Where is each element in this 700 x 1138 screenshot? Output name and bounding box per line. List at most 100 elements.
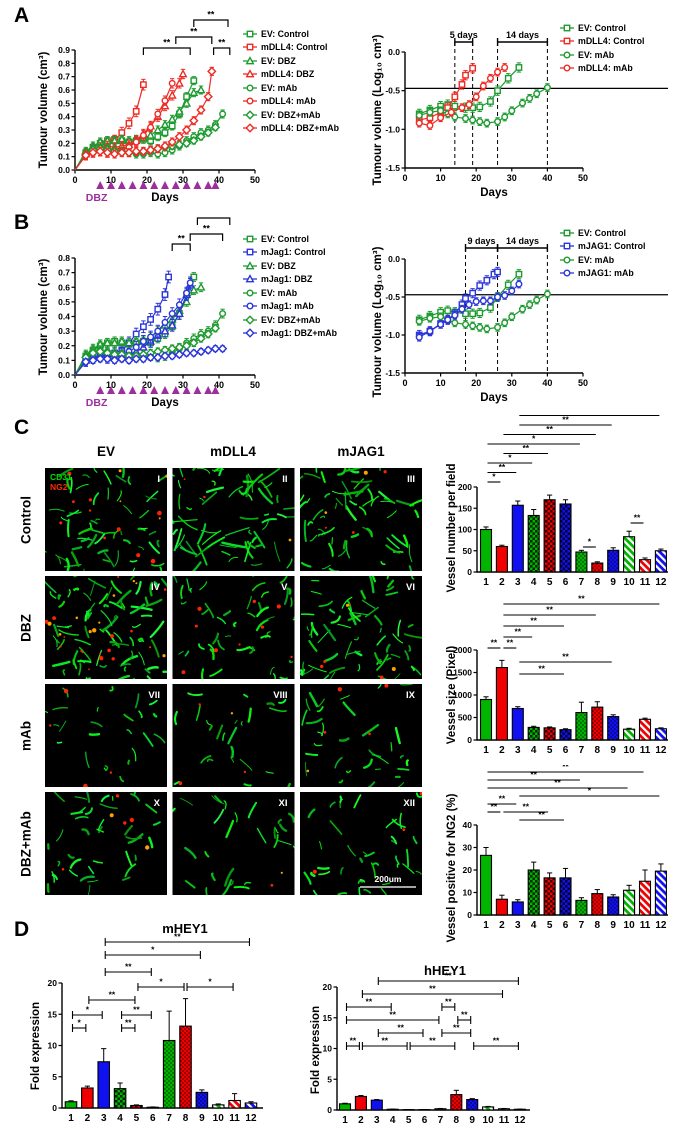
- micro-tile-III: [300, 468, 422, 571]
- legend-item: mJag1: DBZ: [243, 273, 337, 287]
- bar-12: [654, 728, 667, 741]
- significance-label: *: [532, 434, 536, 444]
- row-label-control: Control: [18, 496, 34, 544]
- svg-text:5: 5: [327, 1074, 332, 1084]
- significance-label: **: [562, 415, 569, 425]
- bar-2: [354, 1095, 367, 1111]
- legend-item: EV: DBZ: [243, 54, 339, 68]
- bar-4: [113, 1088, 127, 1109]
- legend-item-label: mJag1: DBZ: [261, 274, 313, 285]
- svg-text:0.1: 0.1: [58, 355, 70, 365]
- dbz-dose-arrow: [128, 386, 137, 394]
- svg-text:**: **: [218, 38, 226, 48]
- svg-text:10: 10: [624, 577, 636, 588]
- svg-text:1: 1: [483, 920, 489, 931]
- svg-text:6: 6: [563, 745, 569, 756]
- svg-text:6: 6: [563, 577, 569, 588]
- legend-item-label: mJAG1: mAb: [578, 268, 634, 279]
- significance-label: **: [634, 513, 641, 523]
- dbz-dose-arrow: [193, 386, 202, 394]
- legend-item: mJag1: mAb: [243, 300, 337, 314]
- significance-label: **: [125, 962, 132, 972]
- legend-item-label: mDLL4: mAb: [578, 63, 633, 74]
- svg-text:8: 8: [595, 577, 601, 588]
- significance-label: *: [86, 1005, 90, 1015]
- significance-label: **: [522, 802, 529, 812]
- bar-1: [479, 854, 493, 916]
- svg-text:20: 20: [142, 175, 152, 185]
- tile-numeral: I: [157, 474, 160, 485]
- svg-text:5: 5: [52, 1072, 57, 1082]
- stain-label-ng2: NG2: [50, 482, 68, 492]
- svg-text:6: 6: [422, 1115, 428, 1126]
- significance-label: *: [588, 537, 592, 547]
- legend-item-label: mJag1: mAb: [261, 301, 314, 312]
- dbz-label: DBZ: [86, 397, 108, 409]
- bar-2: [495, 667, 508, 741]
- row-label-mab: mAb: [18, 721, 34, 751]
- svg-text:2: 2: [358, 1115, 364, 1126]
- svg-text:9: 9: [610, 920, 616, 931]
- svg-text:1: 1: [342, 1115, 348, 1126]
- svg-text:0: 0: [467, 910, 472, 920]
- panel-label-c: C: [14, 416, 30, 439]
- significance-label: **: [453, 1023, 460, 1033]
- significance-label: **: [109, 990, 116, 1000]
- significance-label: **: [530, 616, 537, 626]
- bar-5: [543, 727, 556, 741]
- dbz-dose-arrow: [107, 386, 115, 394]
- svg-text:50: 50: [250, 380, 260, 390]
- svg-text:30: 30: [178, 175, 188, 185]
- bar-1: [64, 1101, 78, 1109]
- bar-10: [211, 1104, 225, 1109]
- svg-text:4: 4: [390, 1115, 396, 1126]
- svg-text:20: 20: [471, 173, 481, 183]
- svg-text:8: 8: [183, 1113, 189, 1124]
- svg-text:5 days: 5 days: [450, 30, 478, 40]
- legend-item: EV: DBZ: [243, 259, 337, 273]
- svg-text:10: 10: [106, 175, 116, 185]
- legend-item: EV: Control: [560, 226, 645, 240]
- svg-text:-1.5: -1.5: [385, 163, 400, 173]
- stain-label-cd31: CD31: [50, 472, 72, 482]
- legend-b-left: EV: Control mJag1: Control EV: DBZ mJag1: D…: [243, 232, 337, 340]
- legend-item-label: EV: DBZ+mAb: [261, 314, 321, 325]
- dbz-dose-arrow: [182, 386, 191, 394]
- svg-text:1: 1: [483, 577, 489, 588]
- micro-tile-V: [172, 576, 295, 679]
- svg-text:12: 12: [655, 920, 667, 931]
- dbz-dose-arrow: [117, 386, 126, 394]
- bar-5: [130, 1104, 143, 1109]
- legend-item-label: EV: Control: [261, 28, 309, 39]
- dbz-dose-arrow: [204, 386, 213, 394]
- micro-tile-IV: [45, 576, 167, 679]
- significance-label: *: [78, 1018, 82, 1028]
- significance-label: *: [159, 977, 163, 987]
- svg-text:4: 4: [117, 1113, 123, 1124]
- bar-7: [575, 551, 588, 573]
- svg-text:20: 20: [48, 978, 58, 988]
- svg-text:10: 10: [323, 1044, 333, 1054]
- bar-11: [638, 718, 652, 741]
- bar-8: [591, 706, 604, 741]
- significance-label: **: [461, 1010, 468, 1020]
- svg-text:15: 15: [323, 1013, 333, 1023]
- svg-text:30: 30: [507, 378, 517, 388]
- legend-item: EV: mAb: [243, 286, 337, 300]
- dbz-dose-arrow: [96, 386, 105, 394]
- svg-text:0.2: 0.2: [58, 341, 70, 351]
- svg-text:**: **: [190, 27, 198, 37]
- svg-text:3: 3: [515, 577, 521, 588]
- significance-label: **: [499, 462, 506, 472]
- legend-a-right: EV: Control mDLL4: Control EV: mAb mDLL4: m…: [560, 21, 644, 75]
- svg-text:0.0: 0.0: [388, 254, 400, 264]
- svg-text:0.6: 0.6: [58, 85, 70, 95]
- legend-item: mDLL4: Control: [560, 35, 644, 49]
- svg-text:7: 7: [579, 920, 585, 931]
- legend-item-label: EV: mAb: [261, 287, 298, 298]
- bar-12: [654, 550, 667, 573]
- svg-text:9 days: 9 days: [468, 236, 496, 246]
- svg-text:10: 10: [436, 378, 446, 388]
- svg-text:**: **: [178, 234, 186, 244]
